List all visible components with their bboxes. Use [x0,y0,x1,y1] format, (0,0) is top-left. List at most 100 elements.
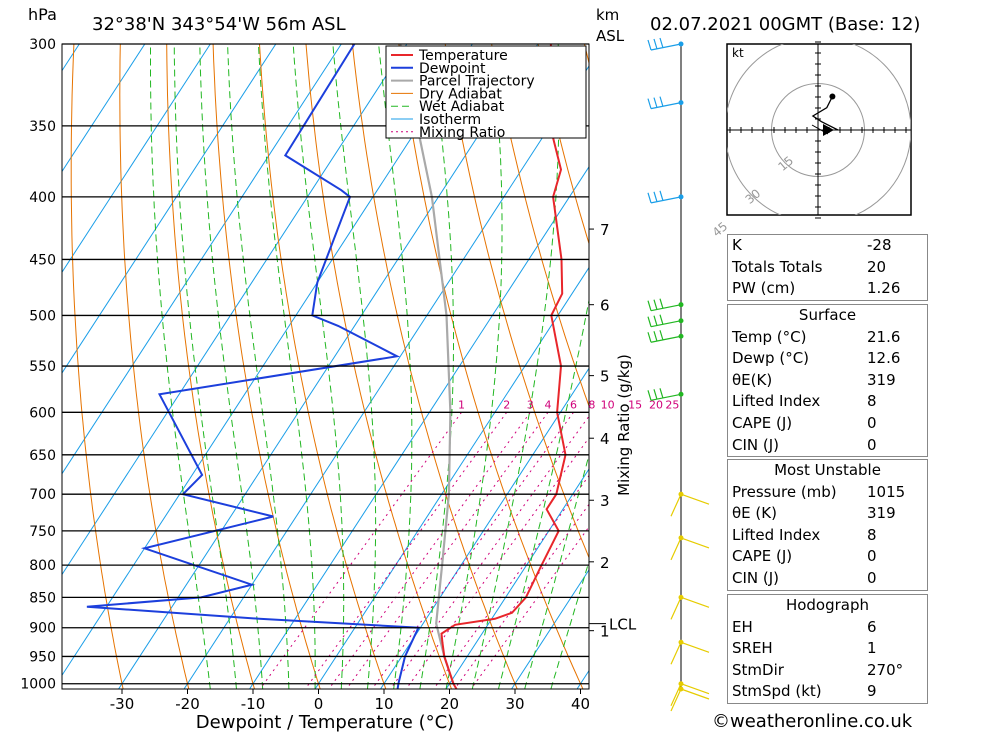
mu-li-row: Lifted Index 8 [728,525,927,547]
mu-pressure-value: 1015 [867,482,906,501]
wet-adiabat-line [332,44,377,689]
wind-barb [670,493,710,517]
km-tick-label: 1 [600,623,610,641]
stmspd-label: StmSpd (kt) [732,682,822,701]
wind-barb-shape [670,493,710,517]
pressure-tick-label: 400 [29,190,56,206]
pressure-tick-label: 500 [29,308,56,324]
wind-barb-shape [670,596,710,620]
surface-title: Surface [798,306,857,324]
surface-cin-label: CIN (J) [732,435,780,454]
pressure-tick-label: 650 [29,448,56,464]
mu-li-value: 8 [867,525,877,544]
wet-adiabat-line [471,44,560,689]
pw-row: PW (cm) 1.26 [728,278,927,300]
legend-label: Mixing Ratio [419,125,505,141]
surface-table: Surface Temp (°C) 21.6 Dewp (°C) 12.6 θE(K… [727,304,928,458]
mu-cin-value: 0 [867,568,877,587]
mixing-ratio-label: 8 [588,398,595,411]
x-tick-label: 10 [374,695,393,713]
wet-adiabat-line [199,44,264,689]
km-tick-label: 3 [600,492,610,510]
surface-cin-row: CIN (J) 0 [728,435,927,457]
surface-temp-label: Temp (°C) [732,327,807,346]
parcel-trajectory-line [399,44,455,685]
stmdir-row: StmDir 270° [728,660,927,682]
stmdir-label: StmDir [732,660,784,679]
pw-label: PW (cm) [732,279,796,298]
wind-barb [670,688,710,712]
surface-theta-row: θE(K) 319 [728,370,927,392]
dry-adiabat-line [398,44,584,689]
legend-label: Temperature [418,48,508,64]
wind-barb-shape [647,37,682,51]
hodograph-unit: kt [732,46,744,60]
wind-barb [647,190,682,204]
hodograph-trace [811,96,839,131]
legend-label: Dewpoint [419,61,486,77]
surface-cape-label: CAPE (J) [732,413,793,432]
isotherm-line [445,468,589,689]
totals-totals-label: Totals Totals [732,257,823,276]
pressure-tick-label: 600 [29,405,56,421]
wind-barb-shape [647,190,682,204]
surface-cape-row: CAPE (J) 0 [728,413,927,435]
wind-barb-shape [647,330,682,343]
hodograph-title: Hodograph [785,596,870,614]
wet-adiabat-line [378,44,413,689]
stmspd-row: StmSpd (kt) 9 [728,681,927,703]
mu-pressure-row: Pressure (mb) 1015 [728,482,927,504]
dry-adiabat-line [119,44,190,689]
wet-adiabat-line [498,297,589,689]
legend-label: Isotherm [419,112,481,128]
wind-barb-shape [670,537,710,561]
legend-label: Dry Adiabat [419,86,502,102]
x-tick-label: -10 [241,695,266,713]
x-tick-label: -30 [110,695,135,713]
dry-adiabat-line [305,44,452,689]
mu-cape-label: CAPE (J) [732,547,793,566]
pressure-tick-label: 800 [29,558,56,574]
wind-barb-shape [647,388,682,401]
dry-adiabat-line [212,44,321,689]
x-tick-label: 40 [571,695,590,713]
asl-unit-label: ASL [596,27,625,45]
wind-barb [647,330,682,343]
dry-adiabat-line [259,44,387,689]
wind-barb [647,388,682,401]
pressure-tick-label: 850 [29,590,56,606]
mu-li-label: Lifted Index [732,525,821,544]
eh-value: 6 [867,617,877,636]
km-tick-label: 5 [600,368,610,386]
dry-adiabat-line [70,44,124,689]
wet-adiabat-line [524,453,589,689]
dry-adiabat-line [166,44,255,689]
wind-barb [670,537,710,561]
km-tick-label: 2 [600,554,610,572]
wind-barb [670,641,710,665]
mixing-ratio-label: 3 [527,398,534,411]
isotherm-line [511,568,589,689]
wet-adiabat-line [227,44,290,689]
wet-adiabat-line [445,44,503,689]
mu-pressure-label: Pressure (mb) [732,482,837,501]
pressure-tick-label: 300 [29,37,56,53]
legend-box [385,45,587,139]
wind-barb [647,298,682,312]
lcl-label: LCL [609,616,637,634]
mixing-ratio-label: 2 [503,398,510,411]
mixing-ratio-line [259,411,462,689]
mixing-ratio-axis-label: Mixing Ratio (g/kg) [615,354,633,496]
mixing-ratio-label: 20 [649,398,663,411]
mixing-ratio-label: 1 [458,398,465,411]
hodograph-table: Hodograph EH 6 SREH 1 StmDir 270° StmSpd (k… [727,594,928,704]
legend-label: Parcel Trajectory [419,74,535,90]
mu-cape-row: CAPE (J) 0 [728,546,927,568]
pressure-tick-label: 750 [29,524,56,540]
k-index-value: -28 [867,236,892,254]
wind-barb [647,314,682,328]
surface-cin-value: 0 [867,435,877,454]
